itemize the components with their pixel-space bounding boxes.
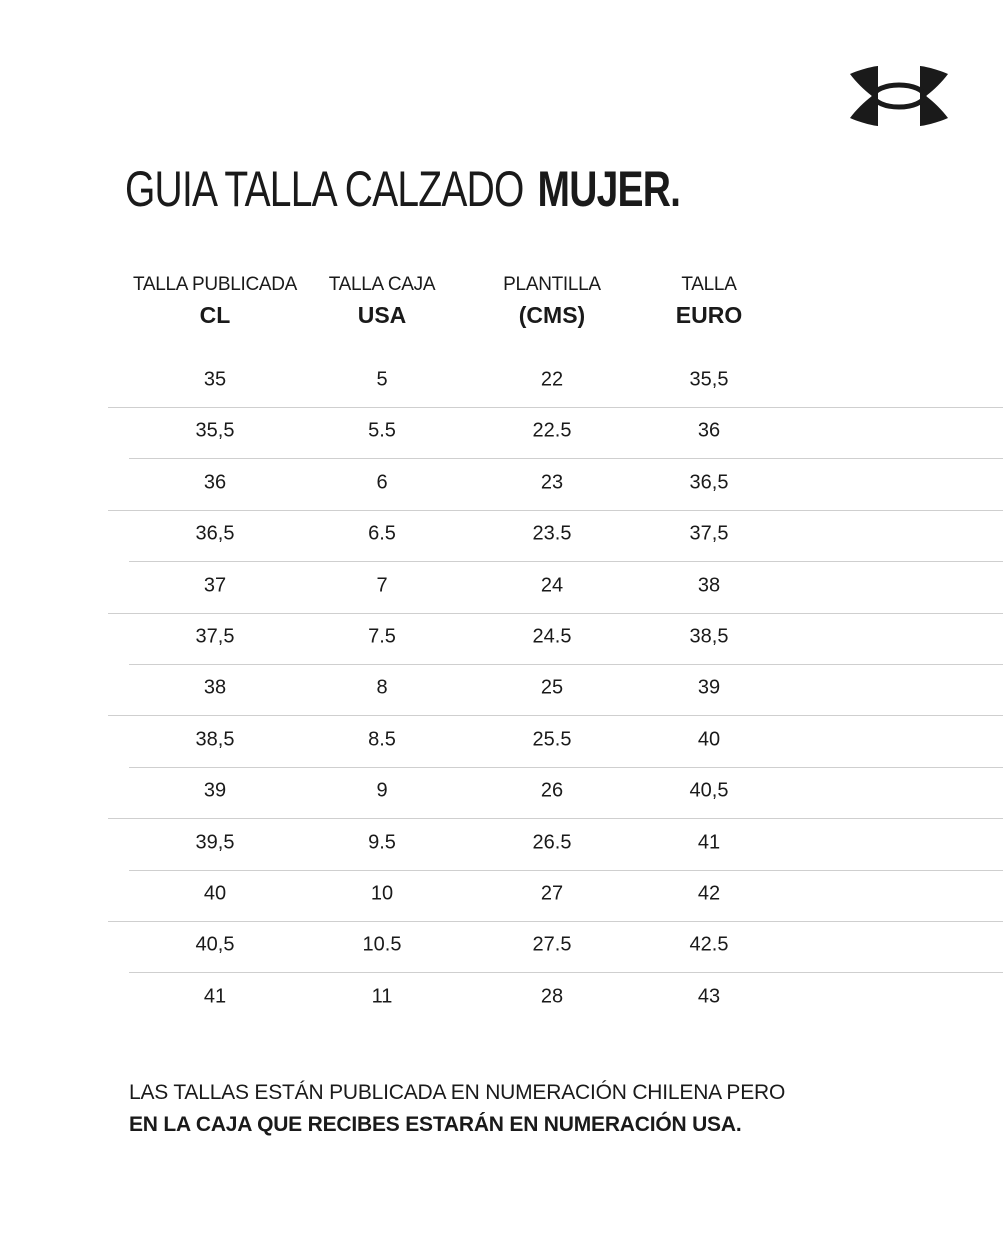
table-cell: 42 — [697, 882, 721, 905]
table-cell: 36,5 — [195, 522, 235, 545]
table-cell: 36 — [203, 471, 227, 494]
column-header: TALLA CAJA USA — [328, 274, 436, 329]
row-divider — [108, 613, 1003, 614]
table-cell: 26 — [540, 779, 564, 802]
table-cell: 10 — [370, 882, 394, 905]
table-cell: 40 — [697, 728, 721, 751]
table-cell: 28 — [540, 985, 564, 1008]
table-cell: 43 — [697, 985, 721, 1008]
table-cell: 5.5 — [368, 419, 396, 442]
table-cell: 39,5 — [195, 831, 235, 854]
title-bold: MUJER. — [537, 161, 681, 217]
table-cell: 40,5 — [689, 779, 729, 802]
header-line1: TALLA CAJA — [328, 274, 436, 295]
column-header: PLANTILLA (CMS) — [503, 274, 601, 329]
table-cell: 9 — [376, 779, 388, 802]
row-divider — [108, 818, 1003, 819]
table-cell: 37,5 — [689, 522, 729, 545]
header-line1: TALLA — [681, 274, 737, 295]
table-cell: 38,5 — [195, 728, 235, 751]
table-cell: 39 — [697, 676, 721, 699]
table-cell: 35,5 — [689, 368, 729, 391]
row-divider — [129, 870, 1003, 871]
header-line1: TALLA PUBLICADA — [132, 274, 298, 295]
table-cell: 27.5 — [532, 933, 572, 956]
row-divider — [108, 407, 1003, 408]
table-cell: 26.5 — [532, 831, 572, 854]
table-cell: 6 — [376, 471, 388, 494]
table-cell: 6.5 — [368, 522, 396, 545]
page-title: GUIA TALLA CALZADO MUJER. — [125, 160, 681, 218]
table-cell: 38 — [203, 676, 227, 699]
column-header: TALLA PUBLICADA CL — [133, 274, 297, 329]
row-divider — [129, 972, 1003, 973]
table-cell: 11 — [371, 985, 393, 1008]
table-cell: 41 — [697, 831, 721, 854]
table-cell: 37 — [203, 574, 227, 597]
row-divider — [129, 458, 1003, 459]
table-cell: 36,5 — [689, 471, 729, 494]
table-cell: 35 — [203, 368, 227, 391]
row-divider — [108, 921, 1003, 922]
row-divider — [129, 561, 1003, 562]
header-line2: (CMS) — [518, 302, 586, 328]
footnote-line1: LAS TALLAS ESTÁN PUBLICADA EN NUMERACIÓN… — [129, 1081, 786, 1104]
table-cell: 24 — [540, 574, 564, 597]
header-line1: PLANTILLA — [503, 274, 601, 295]
table-cell: 22 — [540, 368, 564, 391]
table-cell: 5 — [376, 368, 388, 391]
table-cell: 40 — [203, 882, 227, 905]
table-cell: 7.5 — [368, 625, 396, 648]
table-cell: 10.5 — [362, 933, 402, 956]
table-cell: 37,5 — [195, 625, 235, 648]
table-cell: 23.5 — [532, 522, 572, 545]
footnote: LAS TALLAS ESTÁN PUBLICADA EN NUMERACIÓN… — [129, 1077, 785, 1141]
table-cell: 42.5 — [689, 933, 729, 956]
table-cell: 41 — [203, 985, 227, 1008]
table-cell: 8.5 — [368, 728, 396, 751]
table-cell: 23 — [540, 471, 564, 494]
table-cell: 38 — [697, 574, 721, 597]
header-line2: EURO — [675, 302, 743, 328]
column-header: TALLA EURO — [676, 274, 742, 329]
table-cell: 36 — [697, 419, 721, 442]
row-divider — [108, 715, 1003, 716]
title-light: GUIA TALLA CALZADO — [125, 161, 524, 217]
table-cell: 8 — [376, 676, 388, 699]
row-divider — [108, 510, 1003, 511]
table-cell: 7 — [376, 574, 388, 597]
table-cell: 38,5 — [689, 625, 729, 648]
table-cell: 35,5 — [195, 419, 235, 442]
table-cell: 39 — [203, 779, 227, 802]
footnote-line2: EN LA CAJA QUE RECIBES ESTARÁN EN NUMERA… — [129, 1113, 742, 1136]
table-cell: 25 — [540, 676, 564, 699]
under-armour-logo — [850, 66, 948, 126]
table-cell: 9.5 — [368, 831, 396, 854]
header-line2: USA — [357, 302, 407, 328]
table-cell: 40,5 — [195, 933, 235, 956]
table-cell: 27 — [540, 882, 564, 905]
table-cell: 22.5 — [532, 419, 572, 442]
row-divider — [129, 767, 1003, 768]
table-cell: 24.5 — [532, 625, 572, 648]
table-cell: 25.5 — [532, 728, 572, 751]
header-line2: CL — [199, 302, 231, 328]
row-divider — [129, 664, 1003, 665]
